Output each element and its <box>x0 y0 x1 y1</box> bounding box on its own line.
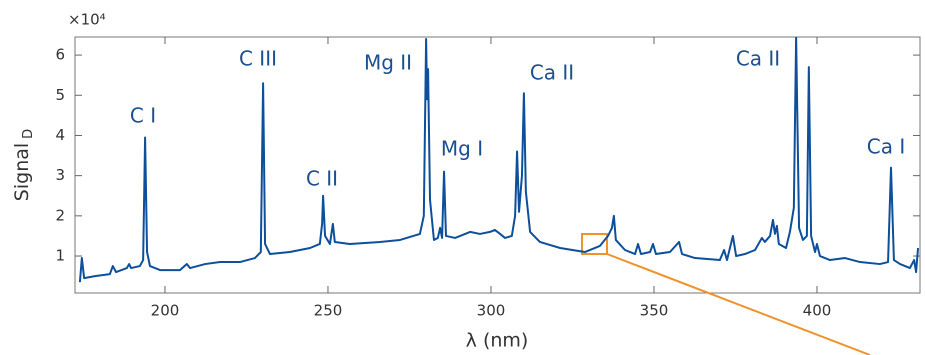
zoom-box <box>581 233 608 255</box>
peak-annotation: C III <box>239 47 277 71</box>
y-tick-label: 1 <box>55 247 65 265</box>
peak-annotation: Mg I <box>441 137 483 161</box>
y-tick-label: 4 <box>55 126 65 144</box>
peak-annotation: Ca II <box>530 61 574 85</box>
x-tick-label: 300 <box>477 302 506 320</box>
peak-annotation: C II <box>306 167 338 191</box>
y-axis-label: Signal D <box>11 129 36 201</box>
zoom-leader <box>606 253 871 355</box>
spectrum-line <box>78 37 920 283</box>
y-tick-label: 3 <box>55 166 65 184</box>
peak-annotation: Ca II <box>736 47 780 71</box>
y-multiplier: ×10⁴ <box>68 11 106 29</box>
y-tick-label: 6 <box>55 46 65 64</box>
x-tick-label: 350 <box>640 302 669 320</box>
y-axis-label-main: Signal <box>11 143 33 201</box>
y-tick-label: 5 <box>55 86 65 104</box>
x-tick-label: 250 <box>314 302 343 320</box>
peak-annotation: C I <box>130 104 156 128</box>
y-axis-label-subscript: D <box>21 129 36 139</box>
peak-annotation: Mg II <box>364 51 412 75</box>
x-axis-label: λ (nm) <box>466 330 529 352</box>
plot-area <box>78 37 920 283</box>
plot-frame <box>74 36 921 294</box>
y-tick-label: 2 <box>55 206 65 224</box>
x-tick-label: 400 <box>803 302 832 320</box>
x-tick-label: 200 <box>151 302 180 320</box>
peak-annotation: Ca I <box>867 135 905 159</box>
